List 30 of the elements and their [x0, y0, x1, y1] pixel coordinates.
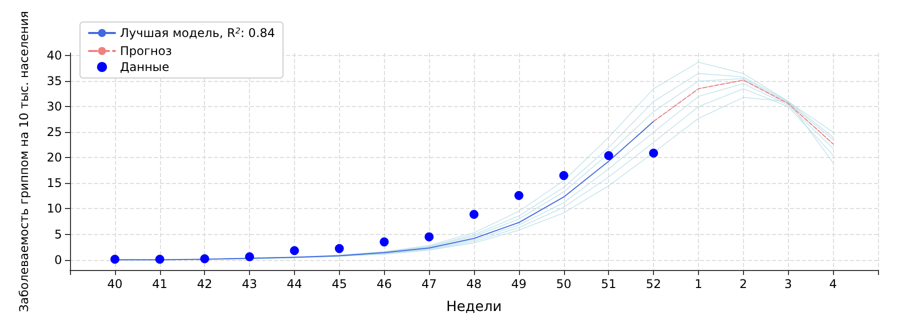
legend-label: Данные [120, 60, 170, 74]
x-tick-label: 51 [601, 277, 616, 291]
x-tick-label: 46 [376, 277, 392, 291]
y-tick-label: 0 [54, 252, 62, 267]
y-tick-label: 30 [46, 100, 62, 114]
x-tick-label: 47 [421, 277, 437, 291]
y-tick-label: 40 [46, 48, 62, 63]
x-tick-label: 50 [556, 277, 572, 291]
x-tick-label: 1 [694, 277, 702, 291]
y-tick-label: 10 [46, 202, 62, 216]
y-tick-label: 20 [46, 150, 62, 165]
y-tick-label: 35 [46, 74, 62, 88]
y-tick-label: 15 [46, 176, 62, 190]
x-tick-label: 4 [829, 277, 837, 291]
x-tick-label: 48 [466, 277, 482, 291]
x-tick-label: 45 [332, 277, 347, 291]
x-tick-label: 42 [197, 277, 212, 291]
x-tick-label: 52 [646, 277, 662, 291]
x-tick-label: 41 [152, 277, 168, 291]
x-tick-label: 40 [107, 277, 123, 291]
legend-label: Прогноз [120, 44, 172, 58]
x-tick-label: 3 [784, 277, 792, 291]
x-axis-title: Недели [446, 299, 502, 315]
x-tick-label: 2 [740, 277, 748, 291]
x-tick-label: 44 [286, 277, 302, 291]
y-tick-label: 5 [54, 227, 62, 242]
y-axis-title: Заболеваемость гриппом на 10 тыс. населения [17, 10, 31, 312]
x-tick-label: 43 [242, 277, 258, 291]
x-tick-label: 49 [511, 277, 527, 291]
y-tick-label: 25 [46, 125, 62, 140]
